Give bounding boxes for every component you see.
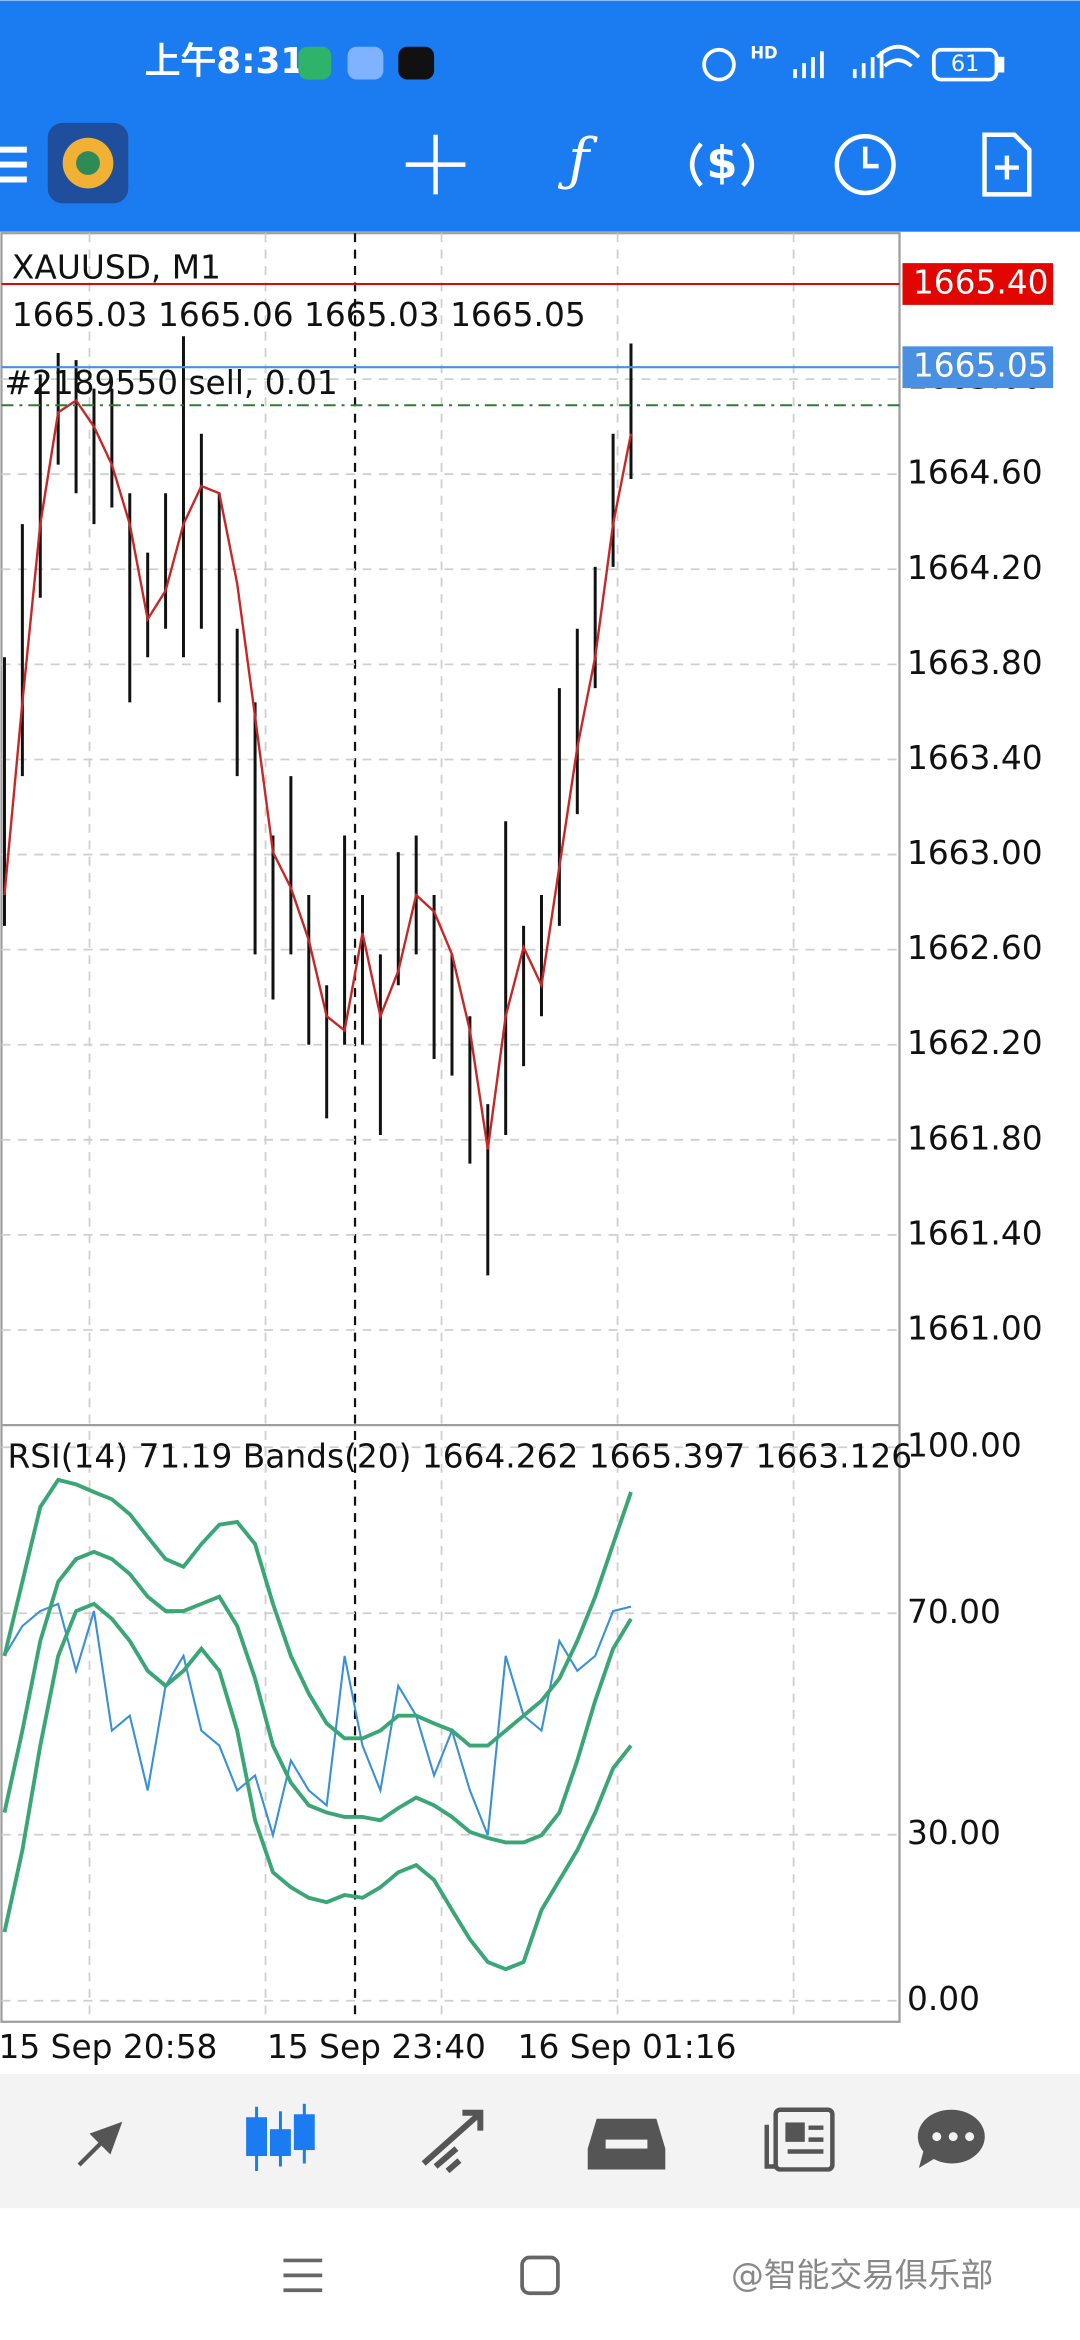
y-tick-label: 1661.40 <box>907 1214 1043 1252</box>
menu-button[interactable] <box>0 146 27 183</box>
y-tick-label: 1663.40 <box>907 739 1043 777</box>
y-tick-label: 70.00 <box>907 1593 1001 1631</box>
y-tick-label: 100.00 <box>907 1427 1022 1465</box>
nav-history[interactable] <box>587 2118 666 2170</box>
app-icon[interactable] <box>47 122 129 204</box>
status-icons-right <box>702 44 1005 82</box>
indicator-line <box>2 1549 633 1845</box>
x-tick-label: 16 Sep 01:16 <box>518 2028 737 2066</box>
ask-label: 1665.40 <box>913 264 1049 302</box>
indicator-line <box>3 1602 632 1840</box>
indicator-title: RSI(14) 71.19 Bands(20) 1664.262 1665.39… <box>7 1437 912 1475</box>
y-tick-label: 1664.60 <box>907 454 1043 492</box>
recent-apps[interactable] <box>283 2258 323 2293</box>
new-order-tool[interactable] <box>982 132 1032 197</box>
trade-tool[interactable]: $ <box>689 136 755 189</box>
watermark: @智能交易俱乐部 <box>731 2256 993 2294</box>
chart-frame <box>0 232 901 2023</box>
vertical-grid <box>88 233 795 2022</box>
plot-layer: 1661.00 1661.40 1661.80 1662.20 1662.60 1663.… <box>0 263 1054 2066</box>
chart-subtitle: 1665.03 1665.06 1665.03 1665.05 <box>12 296 586 334</box>
y-tick-label: 1664.20 <box>907 549 1043 587</box>
y-tick-label: 1661.00 <box>907 1309 1043 1347</box>
y-tick-label: 1661.80 <box>907 1119 1043 1157</box>
nav-quotes[interactable] <box>77 2121 123 2167</box>
y-tick-label: 0.00 <box>907 1980 980 2018</box>
x-tick-label: 15 Sep 23:40 <box>267 2028 486 2066</box>
battery-level: 61 <box>951 51 979 77</box>
svg-text:$: $ <box>706 136 737 189</box>
nav-news[interactable] <box>764 2107 835 2172</box>
order-label: #2189550 sell, 0.01 <box>4 364 337 402</box>
nav-chart[interactable] <box>246 2103 315 2171</box>
bid-label: 1665.05 <box>913 347 1049 385</box>
system-nav <box>283 2255 560 2296</box>
x-tick-label: 15 Sep 20:58 <box>0 2028 217 2066</box>
y-tick-label: 30.00 <box>907 1814 1001 1852</box>
history-tool[interactable] <box>834 134 896 196</box>
crosshair-tool[interactable] <box>405 134 466 195</box>
y-tick-label: 1662.60 <box>907 929 1043 967</box>
moving-average <box>3 398 633 1150</box>
y-tick-label: 1663.00 <box>907 834 1043 872</box>
bottom-nav <box>0 2073 1080 2209</box>
status-time: 上午8:31 <box>145 41 306 82</box>
chart-title: XAUUSD, M1 <box>12 249 221 287</box>
indicator-line <box>2 1477 633 1748</box>
ask-label-box <box>902 263 1054 305</box>
y-tick-label: 1663.80 <box>907 644 1043 682</box>
nav-chat[interactable] <box>917 2109 985 2168</box>
indicator-line <box>2 1601 633 1972</box>
app-bar <box>0 0 1080 232</box>
y-tick-label: 1662.20 <box>907 1024 1043 1062</box>
status-icons-left <box>298 46 435 80</box>
home-button[interactable] <box>520 2255 560 2296</box>
network-label: HD <box>750 44 777 63</box>
bid-label-box <box>902 346 1054 389</box>
nav-trade[interactable] <box>421 2109 484 2174</box>
